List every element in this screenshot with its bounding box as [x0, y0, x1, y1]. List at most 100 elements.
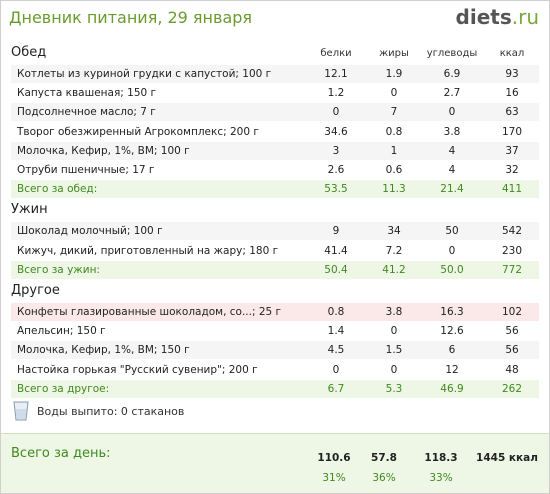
cell-kcal: 170: [501, 125, 523, 138]
total-label: Всего за другое:: [17, 382, 110, 395]
page-title: Дневник питания, 29 января: [9, 8, 253, 27]
food-name: Подсолнечное масло; 7 г: [17, 106, 156, 119]
food-row[interactable]: Апельсин; 150 г 1.4 0 12.6 56: [11, 322, 539, 342]
cell-carbs: 50.0: [440, 263, 464, 276]
water-counter: Воды выпито: 0 стаканов: [11, 399, 311, 425]
cell-protein: 41.4: [324, 244, 348, 257]
day-protein-pct: 31%: [322, 472, 346, 484]
cell-fat: 1.9: [385, 68, 403, 80]
site-logo[interactable]: diets.ru: [456, 5, 539, 29]
cell-carbs: 12.6: [440, 325, 464, 338]
food-row[interactable]: Творог обезжиренный Агрокомплекс; 200 г 3…: [11, 123, 539, 142]
glass-icon[interactable]: [13, 401, 29, 421]
cell-kcal: 542: [501, 225, 523, 238]
food-row[interactable]: Котлеты из куриной грудки с капустой; 10…: [11, 65, 539, 84]
column-header-fat: жиры: [379, 48, 409, 59]
cell-protein: 9: [332, 225, 340, 238]
cell-kcal: 93: [505, 68, 519, 80]
cell-carbs: 4: [448, 144, 456, 157]
food-row[interactable]: Шоколад молочный; 100 г 9 34 50 542: [11, 222, 539, 242]
section-total-row: Всего за ужин: 50.4 41.2 50.0 772: [11, 260, 539, 280]
food-name: Шоколад молочный; 100 г: [17, 225, 163, 238]
cell-carbs: 0: [448, 106, 456, 119]
cell-protein: 34.6: [324, 125, 348, 138]
cell-kcal: 16: [505, 87, 519, 100]
day-fat-pct: 36%: [372, 472, 396, 484]
cell-carbs: 12: [445, 363, 459, 376]
cell-kcal: 102: [501, 306, 523, 318]
cell-fat: 0.6: [385, 164, 403, 176]
cell-fat: 5.3: [385, 382, 403, 395]
section-title: Обед: [11, 45, 47, 60]
food-row[interactable]: Молочка, Кефир, 1%, ВМ; 150 г 4.5 1.5 6 56: [11, 341, 539, 361]
food-name: Котлеты из куриной грудки с капустой; 10…: [17, 68, 272, 80]
cell-protein: 53.5: [324, 183, 348, 196]
column-header-protein: белки: [320, 48, 352, 59]
cell-kcal: 772: [501, 263, 523, 276]
cell-fat: 0: [390, 325, 398, 338]
food-name: Апельсин; 150 г: [17, 325, 106, 338]
section-total-row: Всего за другое: 6.7 5.3 46.9 262: [11, 379, 539, 399]
cell-kcal: 56: [505, 344, 519, 357]
food-row[interactable]: Конфеты глазированные шоколадом, со...; …: [11, 303, 539, 322]
cell-kcal: 262: [501, 382, 523, 395]
day-fat: 57.8: [371, 452, 397, 464]
total-label: Всего за обед:: [17, 183, 98, 196]
cell-carbs: 21.4: [440, 183, 464, 196]
food-row[interactable]: Кижуч, дикий, приготовленный на жару; 18…: [11, 242, 539, 261]
day-protein: 110.6: [317, 452, 351, 464]
cell-fat: 0: [390, 87, 398, 100]
cell-protein: 1.2: [327, 87, 345, 100]
food-name: Отруби пшеничные; 17 г: [17, 164, 155, 176]
cell-fat: 1: [390, 144, 398, 157]
cell-protein: 0: [332, 106, 340, 119]
food-name: Настойка горькая "Русский сувенир"; 200 …: [17, 363, 258, 376]
cell-protein: 50.4: [324, 263, 348, 276]
food-row[interactable]: Настойка горькая "Русский сувенир"; 200 …: [11, 361, 539, 380]
day-total-bar: Всего за день: 110.6 57.8 118.3 1445 кка…: [1, 433, 549, 493]
cell-carbs: 4: [448, 164, 456, 176]
food-name: Конфеты глазированные шоколадом, со...; …: [17, 306, 282, 318]
section-title: Ужин: [11, 202, 48, 218]
water-label: Воды выпито: 0 стаканов: [37, 405, 185, 418]
cell-fat: 34: [387, 225, 401, 238]
food-row[interactable]: Молочка, Кефир, 1%, ВМ; 100 г 3 1 4 37: [11, 141, 539, 161]
cell-protein: 12.1: [324, 68, 348, 80]
day-total-label: Всего за день:: [11, 446, 111, 461]
cell-carbs: 3.8: [443, 125, 461, 138]
food-row[interactable]: Подсолнечное масло; 7 г 0 7 0 63: [11, 103, 539, 123]
food-name: Творог обезжиренный Агрокомплекс; 200 г: [17, 125, 259, 138]
column-header-kcal: ккал: [499, 48, 525, 59]
food-row[interactable]: Капуста квашеная; 150 г 1.2 0 2.7 16: [11, 84, 539, 104]
cell-carbs: 0: [448, 244, 456, 257]
cell-protein: 1.4: [327, 325, 345, 338]
section-title: Другое: [11, 283, 60, 298]
cell-protein: 0: [332, 363, 340, 376]
food-name: Капуста квашеная; 150 г: [17, 87, 157, 100]
cell-fat: 7: [390, 106, 398, 119]
section-total-row: Всего за обед: 53.5 11.3 21.4 411: [11, 180, 539, 200]
food-row[interactable]: Отруби пшеничные; 17 г 2.6 0.6 4 32: [11, 161, 539, 180]
food-name: Кижуч, дикий, приготовленный на жару; 18…: [17, 244, 279, 257]
logo-main: diets: [455, 5, 512, 29]
cell-protein: 4.5: [327, 344, 345, 357]
cell-fat: 0.8: [385, 125, 403, 138]
cell-carbs: 2.7: [443, 87, 461, 100]
cell-carbs: 46.9: [440, 382, 464, 395]
cell-kcal: 56: [505, 325, 519, 338]
cell-protein: 6.7: [327, 382, 345, 395]
cell-protein: 3: [332, 144, 340, 157]
total-label: Всего за ужин:: [17, 263, 100, 276]
cell-kcal: 48: [505, 363, 519, 376]
food-name: Молочка, Кефир, 1%, ВМ; 150 г: [17, 344, 190, 357]
cell-kcal: 230: [501, 244, 523, 257]
day-carbs: 118.3: [424, 452, 458, 464]
cell-fat: 11.3: [382, 183, 406, 196]
cell-protein: 2.6: [327, 164, 345, 176]
header: Дневник питания, 29 января diets.ru: [1, 1, 549, 35]
day-carbs-pct: 33%: [429, 472, 453, 484]
cell-carbs: 50: [445, 225, 459, 238]
cell-fat: 7.2: [385, 244, 403, 257]
logo-tld: .ru: [511, 5, 539, 29]
